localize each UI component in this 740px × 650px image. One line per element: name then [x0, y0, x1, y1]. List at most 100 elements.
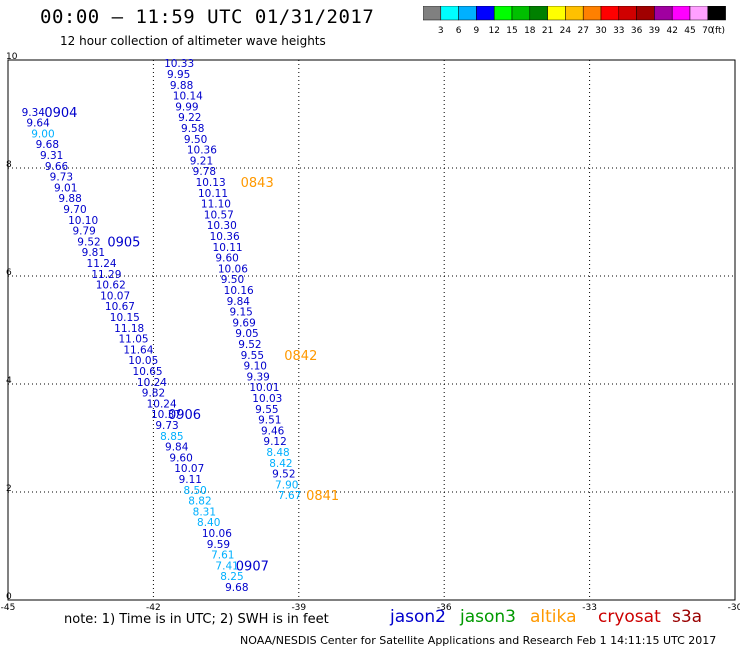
- wave-height-value: 9.82: [142, 388, 165, 400]
- wave-height-value: 9.95: [167, 69, 190, 81]
- legend-s3a: s3a: [672, 607, 703, 627]
- wave-height-value: 10.36: [187, 145, 217, 157]
- wave-height-value: 8.48: [266, 447, 289, 459]
- wave-height-value: 9.34: [22, 107, 46, 119]
- wave-height-plot: -45 -42 -39 -36 -33 -3002468109.349.649.009.6…: [1, 52, 740, 610]
- color-scale-label: 6: [456, 26, 462, 36]
- wave-height-value: 11.10: [201, 199, 231, 211]
- x-tick-label: -30: [728, 603, 740, 610]
- color-scale-label: 21: [542, 26, 553, 36]
- wave-height-value: 10.01: [249, 382, 279, 394]
- wave-height-value: 8.85: [160, 431, 183, 443]
- wave-height-value: 10.57: [204, 209, 234, 221]
- wave-height-value: 10.15: [110, 312, 140, 324]
- wave-height-value: 10.07: [174, 463, 204, 475]
- legend-altika: altika: [530, 607, 577, 627]
- wave-height-value: 10.37: [151, 409, 181, 421]
- wave-height-value: 8.40: [197, 517, 220, 529]
- wave-height-value: 11.24: [87, 258, 117, 270]
- wave-height-value: 9.68: [225, 582, 248, 594]
- plot-frame: [7, 59, 736, 601]
- pass-time-label: 0904: [44, 106, 77, 121]
- color-scale-label: 36: [631, 26, 643, 36]
- wave-height-value: 9.39: [246, 371, 269, 383]
- y-tick-label: 0: [6, 592, 12, 602]
- wave-height-value: 10.05: [128, 355, 158, 367]
- wave-height-value: 9.66: [45, 161, 69, 173]
- wave-height-value: 9.11: [179, 474, 202, 486]
- wave-height-value: 11.64: [123, 344, 153, 356]
- wave-height-value: 10.03: [252, 393, 282, 405]
- footer-credit: NOAA/NESDIS Center for Satellite Applica…: [240, 634, 717, 647]
- x-tick-label: -36: [437, 603, 452, 610]
- wave-height-value: 9.10: [244, 361, 267, 373]
- wave-height-value: 9.88: [58, 193, 81, 205]
- x-tick-label: -33: [582, 603, 597, 610]
- wave-height-value: 9.78: [193, 166, 216, 178]
- wave-height-value: 9.12: [263, 436, 286, 448]
- wave-height-value: 9.70: [63, 204, 86, 216]
- wave-height-value: 9.64: [26, 118, 50, 130]
- color-scale-label: 45: [684, 26, 695, 36]
- wave-height-value: 9.55: [255, 404, 278, 416]
- color-scale-label: 15: [506, 26, 517, 36]
- y-tick-label: 2: [6, 484, 12, 494]
- wave-height-value: 9.81: [82, 247, 105, 259]
- legend-jason2: jason2: [390, 607, 446, 627]
- wave-height-value: 9.51: [258, 415, 281, 427]
- wave-height-value: 9.50: [184, 134, 207, 146]
- chart-subtitle: 12 hour collection of altimeter wave hei…: [60, 34, 326, 48]
- pass-time-label: 0842: [284, 349, 317, 364]
- wave-height-value: 10.10: [68, 215, 98, 227]
- wave-height-value: 11.05: [119, 334, 149, 346]
- color-scale-label: 42: [666, 26, 677, 36]
- pass-time-label: 0906: [168, 408, 201, 423]
- color-scale-label: 3: [438, 26, 444, 36]
- wave-height-value: 9.73: [155, 420, 178, 432]
- wave-height-value: 10.36: [210, 231, 240, 243]
- wave-height-value: 9.05: [235, 328, 258, 340]
- wave-height-value: 9.00: [31, 128, 54, 140]
- color-scale-label: 9: [474, 26, 480, 36]
- wave-height-value: 9.88: [170, 80, 193, 92]
- wave-height-value: 10.30: [207, 220, 237, 232]
- wave-height-value: 11.18: [114, 323, 144, 335]
- wave-height-value: 10.06: [218, 263, 248, 275]
- wave-height-value: 9.68: [36, 139, 59, 151]
- color-scale-label: 18: [524, 26, 536, 36]
- wave-height-value: 8.31: [193, 506, 216, 518]
- color-scale-label: 70: [702, 26, 714, 36]
- wave-height-value: 10.24: [137, 377, 167, 389]
- y-tick-label: 10: [6, 52, 18, 62]
- y-tick-label: 6: [6, 268, 12, 278]
- pass-time-label: 0907: [236, 559, 269, 574]
- y-tick-label: 8: [6, 160, 12, 170]
- wave-height-value: 10.62: [96, 280, 126, 292]
- wave-height-value: 9.60: [169, 452, 192, 464]
- pass-time-label: 0905: [107, 235, 140, 250]
- x-tick-label: -45: [1, 603, 16, 610]
- color-scale-label: 33: [613, 26, 624, 36]
- wave-height-value: 9.55: [241, 350, 264, 362]
- color-scale-bar: 3 6 9 12 15 18 21 24 27 30 33 36 39 42 45 70(ft): [423, 6, 726, 36]
- wave-height-value: 10.13: [196, 177, 226, 189]
- wave-height-value: 10.33: [164, 58, 194, 70]
- wave-height-value: 10.24: [147, 398, 177, 410]
- x-tick-label: -39: [291, 603, 306, 610]
- wave-height-value: 10.67: [105, 301, 135, 313]
- wave-height-value: 9.46: [261, 425, 285, 437]
- wave-height-value: 10.06: [202, 528, 232, 540]
- wave-height-value: 9.99: [175, 101, 198, 113]
- wave-height-value: 9.58: [181, 123, 204, 135]
- wave-height-value: 10.11: [213, 242, 243, 254]
- wave-height-value: 9.59: [207, 539, 230, 551]
- color-scale-label: 30: [595, 26, 607, 36]
- color-scale-label: 39: [649, 26, 661, 36]
- note-text: note: 1) Time is in UTC; 2) SWH is in fe…: [64, 612, 329, 627]
- wave-height-value: 10.07: [100, 290, 130, 302]
- wave-height-value: 9.84: [227, 296, 251, 308]
- wave-height-value: 8.82: [188, 496, 211, 508]
- wave-height-value: 9.50: [221, 274, 244, 286]
- wave-height-value: 9.69: [232, 317, 255, 329]
- wave-height-value: 7.61: [211, 550, 234, 562]
